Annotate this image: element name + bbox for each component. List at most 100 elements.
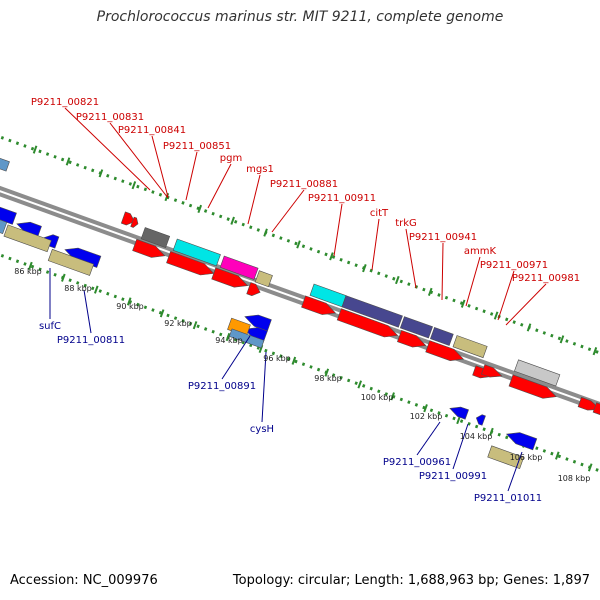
forward-label-leader [497,270,515,321]
reverse-gene-label: P9211_01011 [474,493,542,504]
scale-tick [131,181,137,190]
forward-gene-label: P9211_00971 [480,260,548,271]
scale-tick [390,392,395,401]
forward-label-leader [109,122,169,199]
reverse-gene-label: cysH [250,424,274,435]
gene-arrow-reverse [449,406,469,420]
gene-block [514,359,561,387]
gene-block [341,295,403,328]
reverse-gene-label: P9211_00991 [419,471,487,482]
scale-label: 108 kbp [558,474,591,483]
scale-tick [526,323,532,332]
gene-arrow-forward [301,295,337,315]
scale-label: 92 kbp [164,319,192,328]
gene-block [430,327,454,346]
gene-arrow-forward [336,308,399,338]
scale-label: 106 kbp [510,453,543,462]
gene-arrow-forward [211,267,249,288]
scale-tick [362,264,367,273]
scale-tick [263,228,268,237]
scale-tick [32,145,38,154]
forward-label-leader [247,174,261,225]
forward-gene-label: P9211_00881 [270,179,338,190]
forward-gene-label: P9211_00851 [163,141,231,152]
reverse-label-leader [452,423,469,470]
gene-block [0,157,10,172]
scale-tick [329,252,334,261]
forward-gene-label: pgm [220,153,242,164]
scale-tick [126,297,132,306]
scale-label: 98 kbp [314,374,342,383]
forward-gene-label: P9211_00981 [512,273,580,284]
forward-label-leader [333,203,343,257]
forward-label-leader [405,228,417,289]
reverse-label-leader [83,289,92,334]
forward-label-leader [64,107,151,191]
gene-arrow-forward [397,330,427,348]
forward-label-leader [271,189,305,233]
forward-label-leader [185,151,198,201]
forward-gene-label: P9211_00841 [118,125,186,136]
scale-tick [230,216,235,225]
reverse-label-leader [221,335,251,380]
scale-label: 96 kbp [263,354,291,363]
scale-tick [159,309,165,318]
reverse-label-leader [261,351,267,423]
forward-label-leader [207,163,232,209]
scale-label: 100 kbp [361,393,394,402]
scale-tick [93,285,99,294]
reverse-label-leader [416,421,441,456]
reverse-gene-label: P9211_00961 [383,457,451,468]
gene-block [254,270,273,288]
gene-arrow-forward [130,216,139,228]
forward-gene-label: ammK [464,246,497,257]
scale-tick [65,157,71,166]
scale-tick [592,347,598,356]
scale-tick [587,463,593,472]
scale-label: 88 kbp [64,284,92,293]
scale-label: 90 kbp [116,302,144,311]
scale-tick [395,275,400,285]
scale-tick [192,321,198,330]
forward-gene-label: trkG [395,218,417,229]
scale-tick [197,204,203,213]
scale-ruler-bottom [0,253,600,473]
gene-arrow-reverse [475,414,486,426]
forward-label-leader [465,256,481,307]
scale-tick [28,261,33,271]
reverse-gene-label: P9211_00811 [57,335,125,346]
reverse-label-leader [507,451,523,492]
scale-label: 94 kbp [215,336,243,345]
scale-tick [460,299,466,308]
gene-block [399,316,433,339]
gene-arrow-reverse [505,432,538,451]
gene-block [172,238,221,267]
scale-ruler-top [0,135,600,355]
gene-arrow-reverse [43,234,60,249]
forward-gene-label: citT [370,208,389,219]
map-title: Prochlorococcus marinus str. MIT 9211, c… [96,9,504,25]
scale-tick [291,356,297,365]
scale-tick [225,332,231,342]
forward-gene-label: P9211_00911 [308,193,376,204]
scale-tick [493,311,499,320]
gene-arrow-forward [132,238,166,258]
genome-stats-text: Topology: circular; Length: 1,688,963 bp… [232,573,590,588]
gene-arrow-forward [246,282,261,297]
forward-label-leader [505,283,547,326]
gene-arrow-forward [592,402,600,415]
gene-block [487,445,525,469]
forward-label-leader [151,135,169,198]
gene-arrow-forward [508,374,557,399]
gene-arrow-forward [425,340,465,362]
scale-tick [489,427,494,436]
gene-block [0,219,8,234]
reverse-gene-label: P9211_00891 [188,381,256,392]
gene-block [452,335,488,359]
gene-block [3,224,52,253]
scale-tick [555,451,560,460]
forward-label-leader [371,218,380,271]
scale-tick [98,169,104,178]
gene-block [219,255,259,280]
scale-label: 86 kbp [14,267,42,276]
